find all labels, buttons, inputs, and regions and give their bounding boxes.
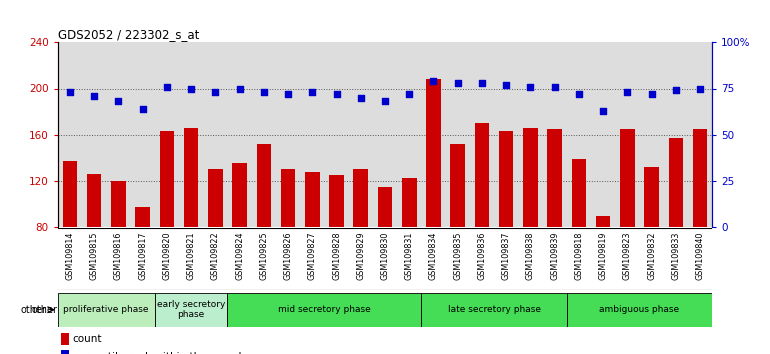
Text: mid secretory phase: mid secretory phase: [278, 305, 371, 314]
Point: [403, 91, 415, 97]
Bar: [402, 178, 417, 227]
Text: GSM109819: GSM109819: [598, 232, 608, 280]
Point: [427, 78, 440, 84]
Text: GSM109838: GSM109838: [526, 232, 535, 280]
Bar: [111, 181, 126, 227]
Bar: [571, 159, 586, 227]
Point: [282, 91, 294, 97]
Bar: [427, 79, 440, 227]
Bar: [233, 163, 247, 227]
Bar: [474, 123, 489, 227]
Point: [88, 93, 100, 99]
Text: GSM109830: GSM109830: [380, 232, 390, 280]
Bar: [644, 167, 659, 227]
Point: [258, 89, 270, 95]
Point: [548, 84, 561, 90]
Text: GSM109815: GSM109815: [89, 232, 99, 280]
Point: [451, 80, 464, 86]
Point: [670, 87, 682, 93]
Point: [379, 98, 391, 104]
Text: GSM109826: GSM109826: [283, 232, 293, 280]
Bar: [547, 129, 562, 227]
Point: [161, 84, 173, 90]
Bar: [378, 188, 392, 227]
Text: GSM109831: GSM109831: [405, 232, 413, 280]
Text: GSM109833: GSM109833: [671, 232, 681, 280]
Point: [694, 86, 706, 91]
Bar: [668, 138, 683, 227]
Text: GSM109829: GSM109829: [357, 232, 365, 280]
Bar: [227, 293, 421, 327]
Bar: [159, 131, 174, 227]
Bar: [450, 144, 465, 227]
Point: [355, 95, 367, 101]
Point: [209, 89, 222, 95]
Text: GSM109839: GSM109839: [551, 232, 559, 280]
Text: count: count: [72, 334, 102, 344]
Text: other: other: [21, 305, 46, 315]
Text: percentile rank within the sample: percentile rank within the sample: [72, 352, 248, 354]
Bar: [87, 174, 102, 227]
Point: [573, 91, 585, 97]
Bar: [353, 169, 368, 227]
Text: GSM109824: GSM109824: [235, 232, 244, 280]
Point: [524, 84, 537, 90]
Text: GSM109827: GSM109827: [308, 232, 316, 280]
Bar: [567, 293, 712, 327]
Point: [112, 98, 125, 104]
Bar: [61, 333, 69, 345]
Bar: [330, 175, 343, 227]
Point: [330, 91, 343, 97]
Point: [136, 106, 149, 112]
Text: GSM109816: GSM109816: [114, 232, 123, 280]
Text: early secretory
phase: early secretory phase: [157, 300, 226, 319]
Bar: [305, 172, 320, 227]
Point: [500, 82, 512, 88]
Point: [476, 80, 488, 86]
Text: late secretory phase: late secretory phase: [447, 305, 541, 314]
Bar: [596, 216, 611, 227]
Text: GSM109840: GSM109840: [695, 232, 705, 280]
Text: GSM109835: GSM109835: [454, 232, 462, 280]
Text: GSM109834: GSM109834: [429, 232, 438, 280]
Text: GSM109825: GSM109825: [259, 232, 268, 280]
Point: [306, 89, 319, 95]
Text: GSM109814: GSM109814: [65, 232, 75, 280]
Point: [185, 86, 197, 91]
Point: [621, 89, 634, 95]
Bar: [421, 293, 567, 327]
Text: GSM109822: GSM109822: [211, 232, 219, 280]
Text: GSM109818: GSM109818: [574, 232, 584, 280]
Text: GSM109832: GSM109832: [647, 232, 656, 280]
Bar: [62, 161, 77, 227]
Bar: [58, 293, 155, 327]
Bar: [523, 128, 537, 227]
Bar: [499, 131, 514, 227]
Bar: [620, 129, 634, 227]
Bar: [184, 128, 199, 227]
Text: GSM109828: GSM109828: [332, 232, 341, 280]
Text: GSM109817: GSM109817: [138, 232, 147, 280]
Text: proliferative phase: proliferative phase: [63, 305, 149, 314]
Point: [597, 108, 609, 113]
Bar: [256, 144, 271, 227]
Bar: [136, 207, 150, 227]
Bar: [208, 169, 223, 227]
Bar: [155, 293, 227, 327]
Point: [233, 86, 246, 91]
Text: other: other: [32, 305, 58, 315]
Text: ambiguous phase: ambiguous phase: [600, 305, 680, 314]
Point: [64, 89, 76, 95]
Text: GSM109836: GSM109836: [477, 232, 487, 280]
Bar: [693, 129, 708, 227]
Text: GSM109823: GSM109823: [623, 232, 632, 280]
Point: [645, 91, 658, 97]
Text: GSM109821: GSM109821: [186, 232, 196, 280]
Bar: [281, 169, 296, 227]
Text: GSM109820: GSM109820: [162, 232, 172, 280]
Text: GDS2052 / 223302_s_at: GDS2052 / 223302_s_at: [58, 28, 199, 41]
Bar: [61, 350, 69, 354]
Text: GSM109837: GSM109837: [502, 232, 511, 280]
